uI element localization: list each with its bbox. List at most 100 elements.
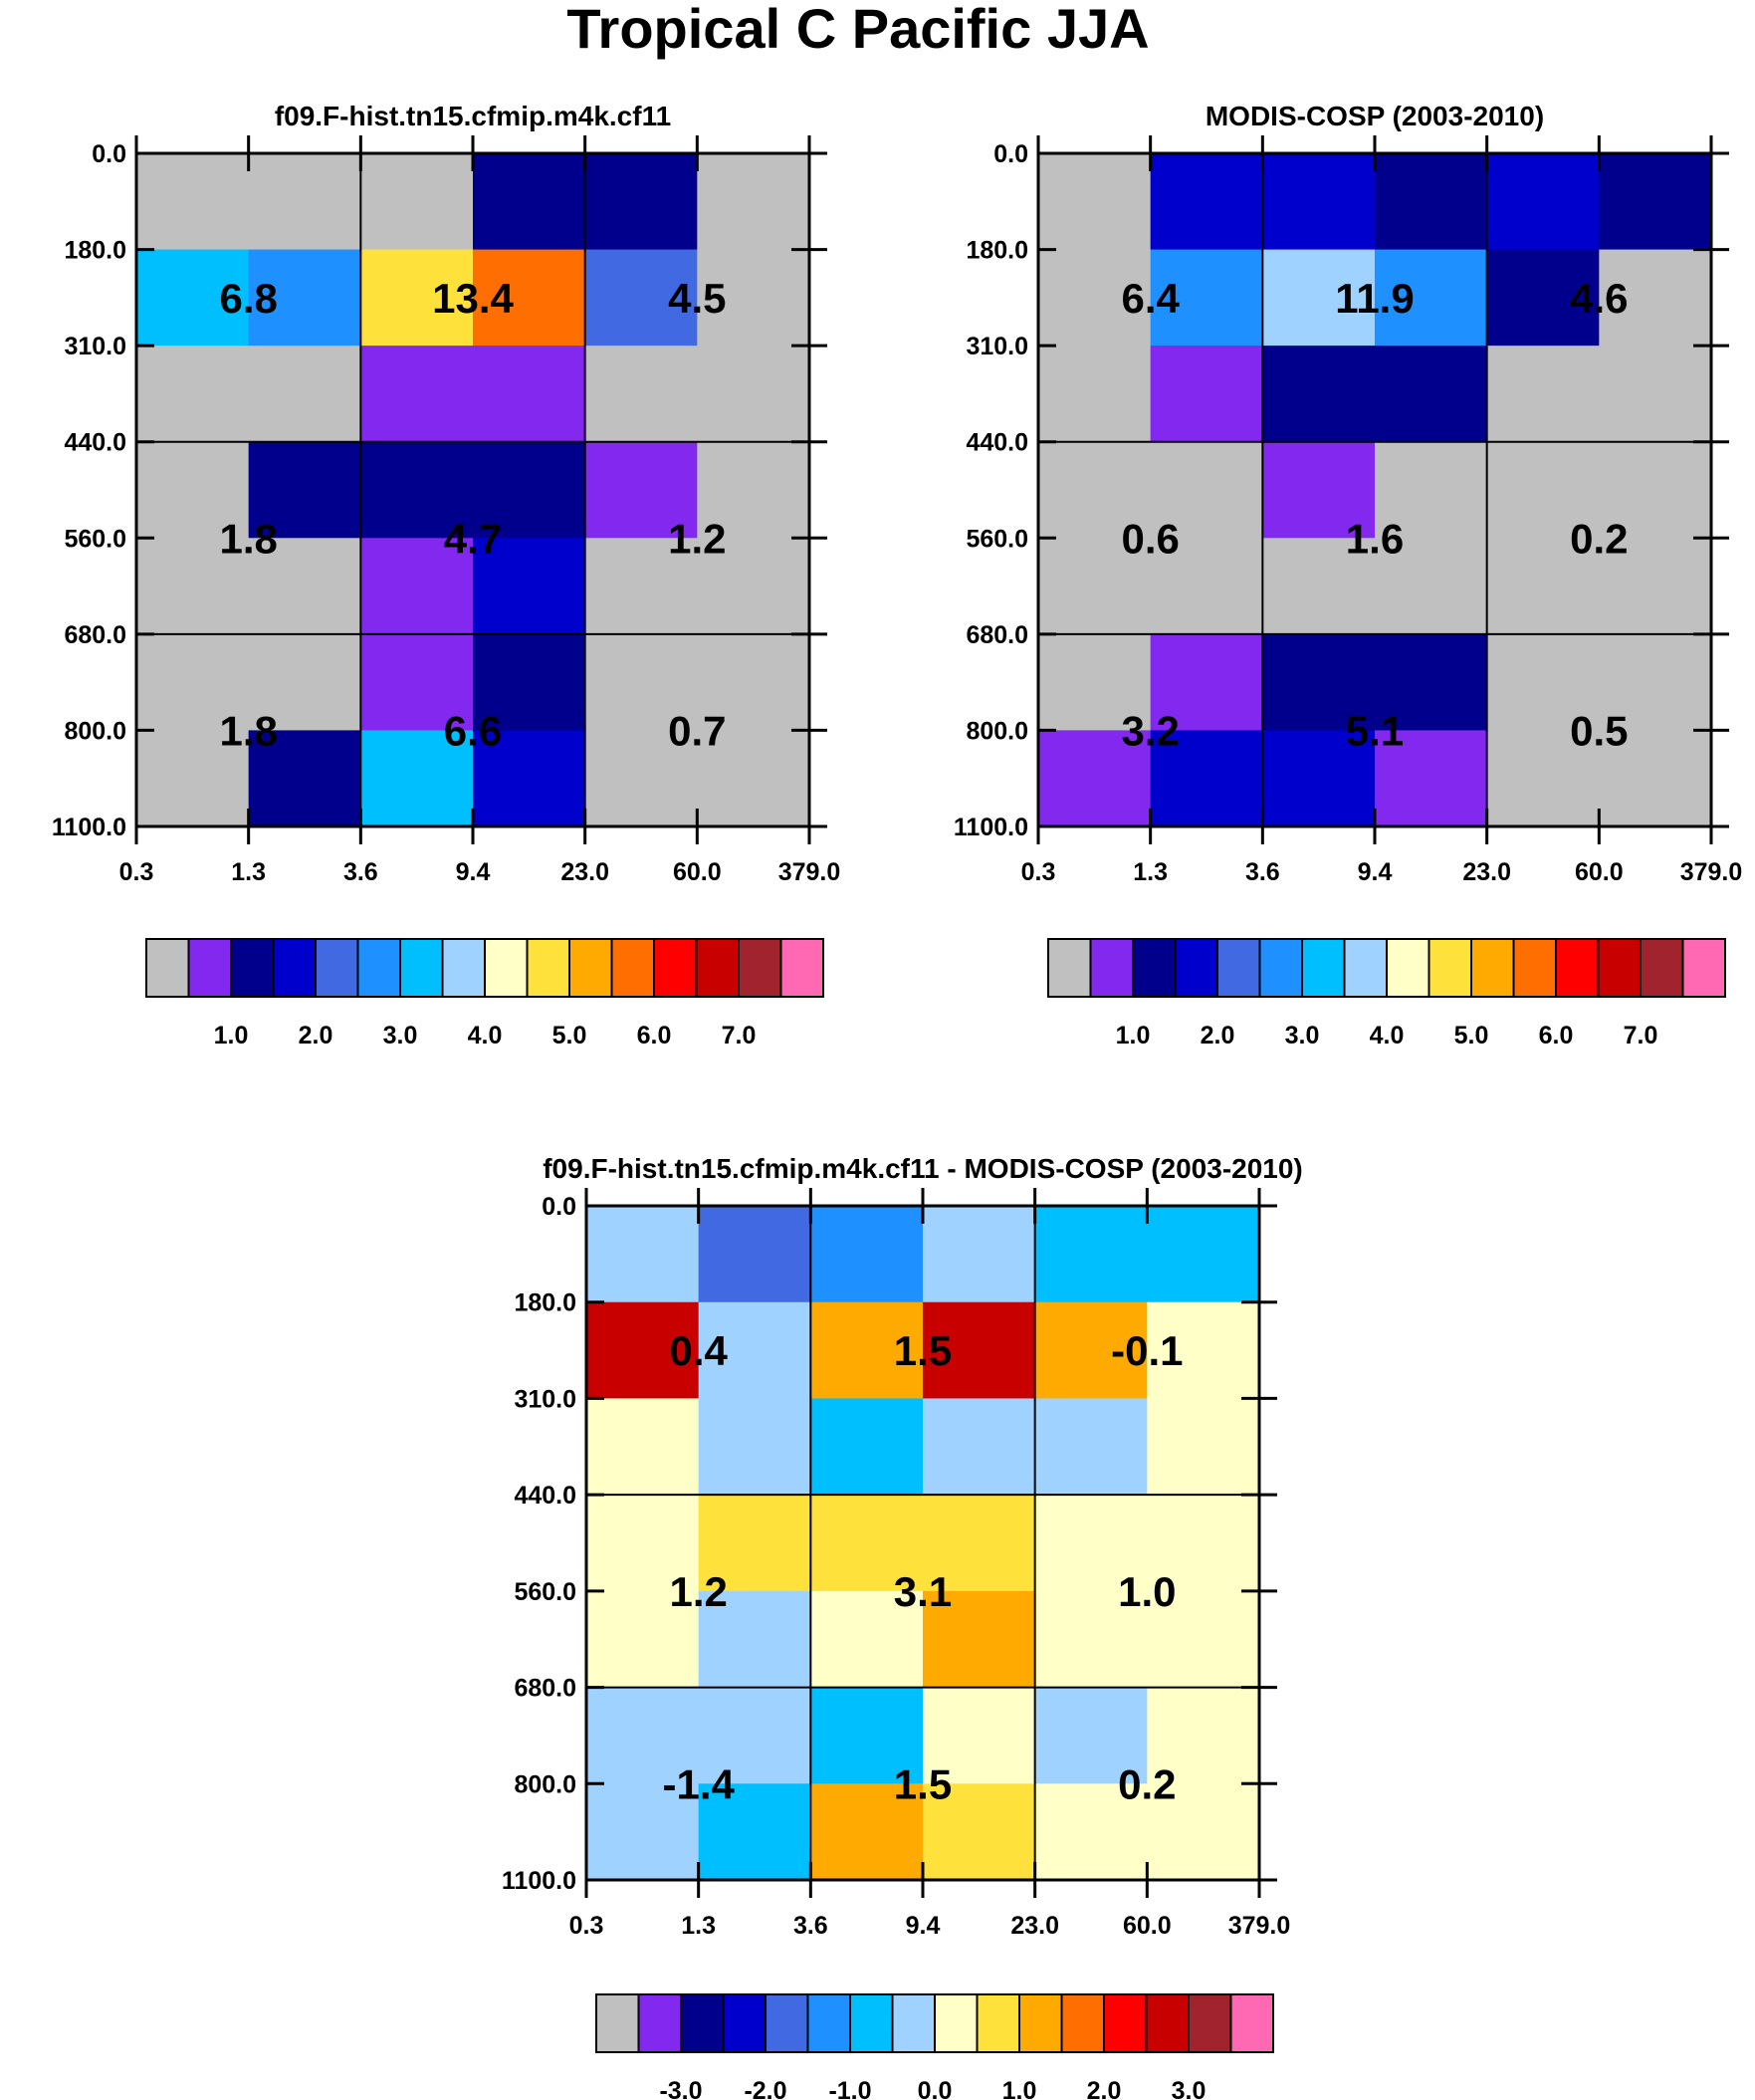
- y-tick-label: 310.0: [514, 1385, 576, 1413]
- colorbar-label: 7.0: [1624, 1022, 1658, 1050]
- colorbar: 1.0 2.0 3.0 4.0 5.0 6.0 7.0: [145, 938, 824, 1050]
- colorbar-label: 3.0: [1285, 1022, 1320, 1050]
- x-tick-label: 23.0: [1462, 858, 1511, 886]
- y-tick-label: 560.0: [966, 525, 1028, 553]
- heatmap-cell: [1150, 153, 1263, 251]
- heatmap-cell: [1599, 153, 1712, 251]
- heatmap-cell: [586, 1398, 700, 1496]
- heatmap-cell: [923, 1783, 1036, 1881]
- colorbar-label: 4.0: [1370, 1022, 1405, 1050]
- heatmap-cell: [697, 633, 810, 732]
- colorbar-swatch: [1103, 1993, 1148, 2053]
- heatmap-cell: [1147, 1301, 1260, 1400]
- heatmap-cell: [1262, 249, 1376, 347]
- x-tick-label: 60.0: [1575, 858, 1624, 886]
- block-total-label: 1.2: [668, 515, 726, 562]
- block-total-label: 1.6: [1346, 515, 1404, 562]
- heatmap-cell: [1147, 1687, 1260, 1784]
- heatmap-cell: [1038, 730, 1152, 827]
- y-tick-label: 310.0: [64, 333, 126, 360]
- colorbar-swatch: [695, 938, 740, 998]
- heatmap-cell: [248, 538, 361, 635]
- colorbar-swatch: [568, 938, 613, 998]
- heatmap-cell: [136, 633, 250, 732]
- heatmap-cell: [586, 1206, 700, 1303]
- heatmap-cell: [1034, 1206, 1148, 1303]
- heatmap-cell: [923, 1495, 1036, 1592]
- heatmap-cell: [1599, 730, 1712, 827]
- heatmap-cell: [360, 249, 474, 347]
- heatmap-cell: [136, 249, 250, 347]
- colorbar-label: 3.0: [383, 1022, 418, 1050]
- heatmap-cell: [1034, 1783, 1148, 1881]
- panel-title: f09.F-hist.tn15.cfmip.m4k.cf11: [275, 101, 671, 131]
- y-tick-label: 440.0: [966, 429, 1028, 457]
- heatmap-cell: [1038, 249, 1152, 347]
- colorbar-swatch: [1555, 938, 1600, 998]
- y-tick-label: 680.0: [514, 1675, 576, 1703]
- block-total-label: 0.2: [1118, 1760, 1176, 1807]
- block-total-label: 6.8: [219, 275, 277, 322]
- block-total-label: 1.8: [219, 515, 277, 562]
- heatmap-cell: [1034, 1687, 1148, 1784]
- colorbar-swatch: [1188, 1993, 1232, 2053]
- colorbar-swatch: [610, 938, 655, 998]
- y-tick-label: 310.0: [966, 333, 1028, 360]
- colorbar-swatch: [315, 938, 359, 998]
- colorbar-swatch: [1174, 938, 1218, 998]
- colorbar-swatch: [1018, 1993, 1063, 2053]
- block-total-label: 4.5: [668, 275, 726, 322]
- x-tick-label: 9.4: [1358, 858, 1393, 886]
- heatmap-cell: [810, 1206, 924, 1303]
- heatmap-cell: [698, 1301, 811, 1400]
- heatmap-cell: [248, 346, 361, 443]
- heatmap-cell: [698, 1495, 811, 1592]
- colorbar-swatch: [1427, 938, 1472, 998]
- y-tick-label: 180.0: [966, 237, 1028, 265]
- heatmap-cell: [473, 249, 586, 347]
- colorbar-label: 6.0: [637, 1022, 672, 1050]
- colorbar-swatch: [722, 1993, 767, 2053]
- heatmap-cell: [584, 346, 698, 443]
- colorbar-swatch: [806, 1993, 851, 2053]
- heatmap-cell: [923, 1590, 1036, 1689]
- colorbar-label: 1.0: [1002, 2077, 1037, 2100]
- heatmap-cell: [586, 1301, 700, 1400]
- heatmap-cell: [1486, 633, 1600, 732]
- heatmap-cell: [584, 538, 698, 635]
- x-tick-label: 23.0: [1010, 1912, 1059, 1940]
- heatmap-cell: [1150, 730, 1263, 827]
- colorbar-label: -1.0: [828, 2077, 871, 2100]
- heatmap-cell: [1262, 441, 1376, 539]
- heatmap-cell: [473, 153, 586, 251]
- heatmap-cell: [1038, 153, 1152, 251]
- heatmap-cell: [1375, 441, 1488, 539]
- heatmap-cell: [923, 1206, 1036, 1303]
- colorbar-swatch: [1301, 938, 1346, 998]
- heatmap-cell: [360, 153, 474, 251]
- colorbar-swatch: [1258, 938, 1303, 998]
- heatmap-cell: [697, 538, 810, 635]
- heatmap-cell: [1375, 153, 1488, 251]
- heatmap-cell: [1034, 1398, 1148, 1496]
- heatmap-cell: [698, 1206, 811, 1303]
- heatmap-cell: [473, 730, 586, 827]
- y-tick-label: 440.0: [64, 429, 126, 457]
- y-tick-label: 1100.0: [502, 1867, 576, 1895]
- heatmap-cell: [1375, 633, 1488, 732]
- panel-3: f09.F-hist.tn15.cfmip.m4k.cf11 - MODIS-C…: [502, 1153, 1303, 2100]
- colorbar-swatch: [484, 938, 529, 998]
- heatmap-cell: [136, 153, 250, 251]
- colorbar-label: -3.0: [659, 2077, 702, 2100]
- colorbar-swatch: [1597, 938, 1642, 998]
- block-total-label: 0.6: [1121, 515, 1179, 562]
- panel-2: MODIS-COSP (2003-2010) 0.0 180.0 310.0 440.0…: [954, 101, 1742, 1050]
- heatmap-cell: [360, 730, 474, 827]
- block-total-label: 5.1: [1346, 707, 1404, 754]
- heatmap-cell: [1599, 441, 1712, 539]
- colorbar: 1.0 2.0 3.0 4.0 5.0 6.0 7.0: [1047, 938, 1726, 1050]
- block-total-label: 1.2: [669, 1568, 727, 1615]
- heatmap-cell: [473, 346, 586, 443]
- heatmap-cell: [1375, 730, 1488, 827]
- colorbar-label: 2.0: [1087, 2077, 1122, 2100]
